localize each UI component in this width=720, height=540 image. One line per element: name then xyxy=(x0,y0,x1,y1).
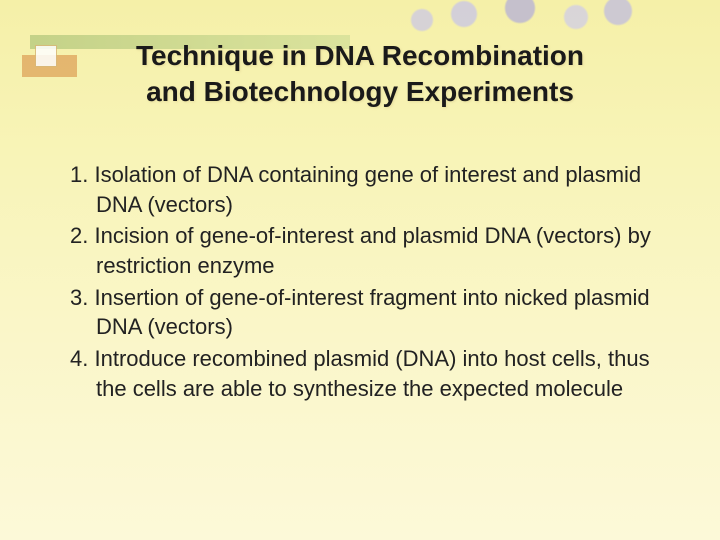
step-text: Incision of gene-of-interest and plasmid… xyxy=(94,223,650,278)
step-number: 3. xyxy=(70,285,88,310)
step-number: 4. xyxy=(70,346,88,371)
title-line-1: Technique in DNA Recombination xyxy=(136,40,584,71)
slide-content: 1. Isolation of DNA containing gene of i… xyxy=(40,160,670,406)
step-text: Introduce recombined plasmid (DNA) into … xyxy=(94,346,649,401)
slide: Technique in DNA Recombination and Biote… xyxy=(0,0,720,540)
step-text: Isolation of DNA containing gene of inte… xyxy=(94,162,641,217)
step-item: 3. Insertion of gene-of-interest fragmen… xyxy=(40,283,670,342)
step-item: 2. Incision of gene-of-interest and plas… xyxy=(40,221,670,280)
slide-title: Technique in DNA Recombination and Biote… xyxy=(0,38,720,111)
step-item: 4. Introduce recombined plasmid (DNA) in… xyxy=(40,344,670,403)
title-line-2: and Biotechnology Experiments xyxy=(146,76,574,107)
step-item: 1. Isolation of DNA containing gene of i… xyxy=(40,160,670,219)
step-text: Insertion of gene-of-interest fragment i… xyxy=(94,285,649,340)
step-number: 1. xyxy=(70,162,88,187)
step-number: 2. xyxy=(70,223,88,248)
